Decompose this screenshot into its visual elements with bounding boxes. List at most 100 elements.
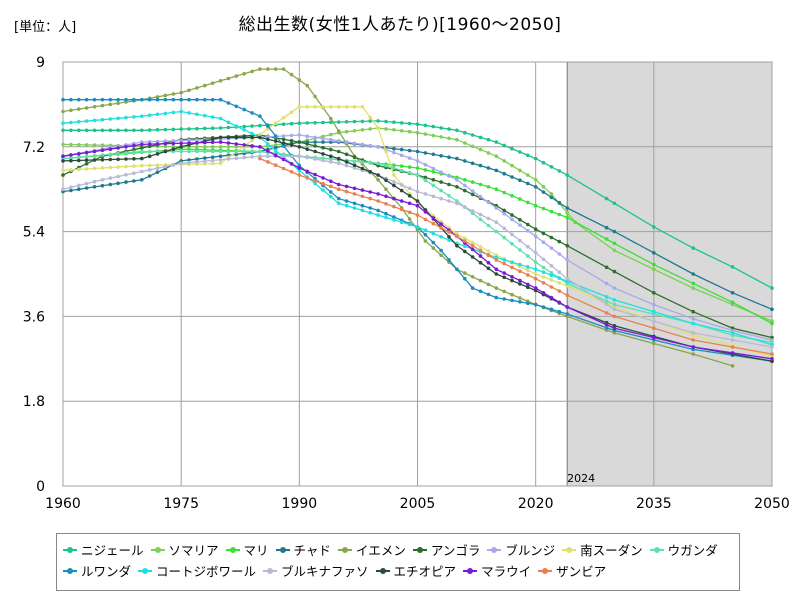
y-tick-label: 0 — [36, 479, 45, 495]
x-tick-label: 2005 — [400, 496, 436, 512]
data-point — [61, 187, 65, 191]
data-point — [297, 140, 302, 144]
data-point — [226, 145, 231, 149]
data-point — [258, 156, 262, 161]
data-point — [604, 295, 609, 299]
data-point — [250, 144, 254, 148]
data-point — [549, 295, 554, 300]
data-point — [486, 223, 491, 228]
data-point — [273, 139, 278, 143]
data-point — [187, 88, 191, 93]
data-point — [415, 166, 420, 170]
data-point — [368, 115, 373, 120]
data-point — [124, 151, 128, 155]
data-point — [494, 267, 499, 272]
data-point — [329, 190, 333, 194]
data-point — [281, 115, 286, 120]
data-point — [526, 173, 530, 177]
data-point — [368, 127, 373, 131]
data-point — [258, 67, 262, 71]
data-point — [124, 157, 128, 161]
data-point — [439, 170, 443, 174]
data-point — [510, 292, 514, 297]
data-point — [730, 265, 735, 269]
data-point — [368, 143, 373, 148]
data-point — [321, 105, 325, 109]
data-point — [281, 166, 286, 171]
data-point — [565, 305, 569, 309]
data-point — [533, 227, 538, 231]
data-point — [171, 110, 176, 115]
data-point — [557, 169, 562, 173]
data-point — [258, 123, 262, 128]
x-tick-label: 2020 — [518, 496, 554, 512]
data-point — [691, 246, 695, 250]
data-point — [179, 109, 183, 114]
data-point — [392, 183, 396, 188]
data-point — [92, 143, 97, 147]
data-point — [250, 69, 254, 74]
data-point — [376, 208, 380, 213]
data-point — [518, 282, 522, 286]
data-point — [549, 273, 554, 278]
data-point — [321, 188, 325, 192]
data-point — [549, 165, 554, 169]
data-point — [478, 260, 483, 265]
legend-label: コートジボワール — [156, 564, 257, 579]
data-point — [179, 145, 183, 149]
data-point — [392, 146, 396, 151]
data-point — [526, 200, 530, 205]
data-point — [518, 248, 522, 252]
data-point — [612, 314, 617, 319]
data-point — [399, 183, 404, 187]
data-point — [203, 159, 207, 163]
data-point — [533, 203, 538, 208]
data-point — [533, 260, 538, 265]
data-point — [652, 262, 656, 267]
data-point — [510, 146, 514, 151]
data-point — [258, 135, 262, 140]
data-point — [321, 152, 325, 156]
data-point — [61, 109, 65, 114]
series-line — [63, 99, 773, 362]
data-point — [415, 228, 420, 232]
data-point — [431, 216, 436, 220]
series-layer — [61, 67, 774, 368]
data-point — [447, 182, 451, 187]
legend-swatch — [562, 546, 577, 553]
data-point — [478, 254, 483, 258]
data-point — [273, 148, 278, 153]
data-point — [439, 248, 443, 253]
data-point — [187, 160, 191, 165]
data-point — [478, 289, 483, 294]
data-point — [77, 187, 81, 191]
data-point — [124, 115, 128, 120]
data-point — [329, 179, 333, 183]
data-point — [77, 143, 81, 147]
data-point — [84, 158, 89, 162]
data-point — [313, 105, 317, 109]
data-point — [392, 196, 396, 201]
data-point — [344, 140, 349, 144]
data-point — [116, 157, 120, 162]
data-point — [423, 168, 428, 172]
data-point — [329, 157, 333, 161]
legend-swatch — [63, 567, 77, 574]
legend-item: コートジボワール — [138, 560, 256, 581]
data-point — [518, 218, 522, 222]
data-point — [557, 281, 562, 285]
data-point — [210, 126, 215, 130]
data-point — [486, 151, 491, 155]
data-point — [273, 67, 278, 71]
data-point — [455, 156, 459, 161]
data-point — [344, 152, 349, 157]
data-point — [92, 97, 97, 102]
data-point — [463, 159, 467, 163]
legend-swatch — [487, 546, 502, 553]
data-point — [612, 286, 617, 290]
data-point — [273, 121, 278, 125]
data-point — [604, 311, 609, 315]
data-point — [533, 185, 538, 189]
data-point — [336, 149, 341, 154]
data-point — [195, 138, 199, 142]
